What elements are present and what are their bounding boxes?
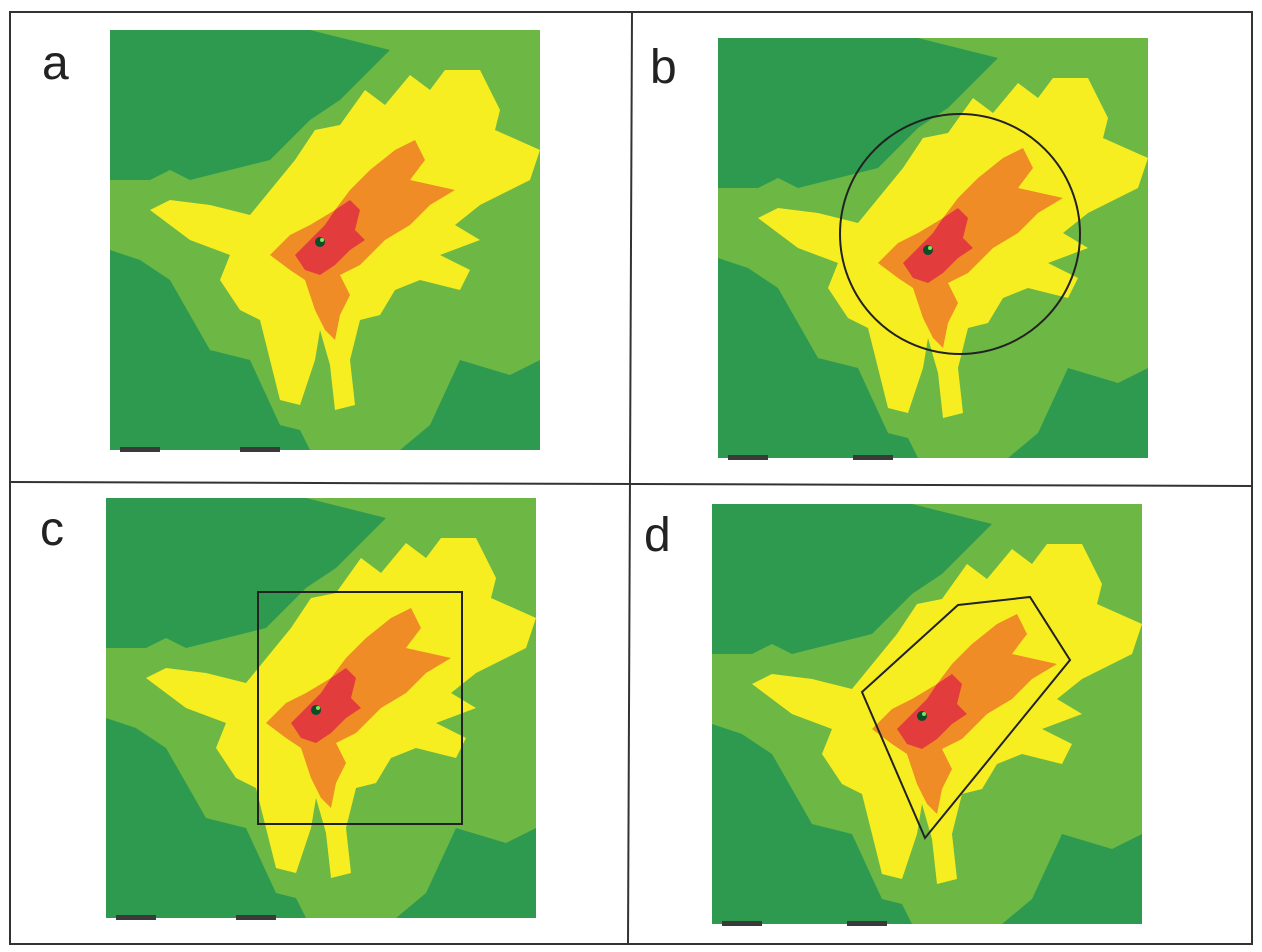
panel-c-rectangle-boundary — [257, 591, 463, 825]
panel-label-c: c — [40, 503, 64, 556]
vertical-divider — [627, 11, 633, 945]
panel-d-map — [712, 504, 1142, 926]
panel-a-map — [110, 30, 540, 452]
horizontal-divider — [9, 481, 1253, 487]
panel-label-d: d — [644, 509, 671, 562]
panel-b-circle-boundary — [839, 113, 1081, 355]
panel-b-map — [718, 38, 1148, 460]
panel-label-b: b — [650, 41, 677, 94]
panel-c-map — [106, 498, 536, 920]
panel-label-a: a — [42, 37, 69, 90]
panel-d-polygon-boundary — [860, 595, 1072, 840]
